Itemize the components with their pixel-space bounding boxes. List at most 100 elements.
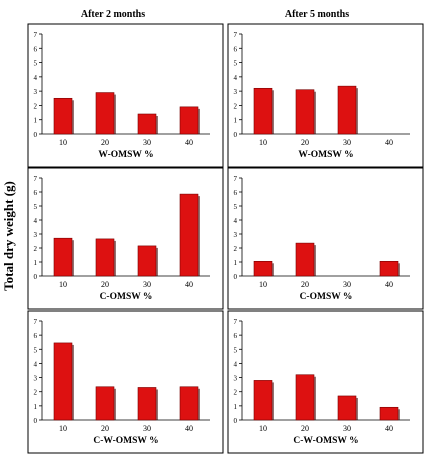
bar: [253, 87, 273, 135]
bar: [53, 237, 73, 277]
y-tick-label: 6: [234, 45, 238, 53]
y-tick-label: 5: [34, 203, 38, 211]
y-tick-label: 2: [234, 245, 238, 253]
y-tick-label: 2: [234, 389, 238, 397]
column-title-left: After 2 months: [81, 9, 145, 20]
x-axis-title: W-OMSW %: [298, 150, 353, 160]
y-tick-label: 5: [34, 60, 38, 68]
y-tick-label: 1: [34, 117, 38, 125]
x-tick-label: 20: [101, 138, 109, 147]
x-tick-label: 30: [143, 138, 151, 147]
x-tick-label: 30: [143, 424, 151, 433]
bar: [137, 113, 157, 135]
y-tick-label: 3: [34, 88, 38, 96]
y-tick-label: 6: [34, 45, 38, 53]
y-tick-label: 5: [234, 60, 238, 68]
bar: [95, 238, 115, 277]
x-tick-label: 20: [301, 280, 309, 289]
y-tick-label: 0: [234, 273, 238, 281]
bar: [95, 386, 115, 421]
y-tick-label: 1: [34, 403, 38, 411]
x-tick-label: 10: [259, 280, 267, 289]
y-tick-label: 4: [234, 217, 238, 225]
bar: [137, 245, 157, 277]
y-tick-label: 5: [234, 346, 238, 354]
x-tick-label: 30: [343, 280, 351, 289]
bar: [337, 85, 357, 135]
x-axis-title: C-W-OMSW %: [293, 436, 358, 446]
y-tick-label: 7: [234, 318, 238, 326]
y-tick-label: 3: [234, 231, 238, 239]
bar-chart-panel: 0 1 2 3 4 5 6 7 10 20 30 40 C-W-OMSW %: [227, 310, 424, 454]
y-tick-label: 7: [34, 318, 38, 326]
bar-chart-panel: 0 1 2 3 4 5 6 7 10 20 30 40 C-W-OMSW %: [27, 310, 224, 454]
bar-chart-panel: 0 1 2 3 4 5 6 7 10 20 30 40 C-OMSW %: [27, 167, 224, 310]
x-tick-label: 40: [385, 138, 393, 147]
panel-frame: [27, 167, 224, 310]
x-tick-label: 40: [185, 138, 193, 147]
bar: [95, 92, 115, 135]
x-tick-label: 30: [143, 280, 151, 289]
y-tick-label: 3: [34, 375, 38, 383]
bar: [295, 374, 315, 421]
y-tick-label: 2: [34, 245, 38, 253]
bar: [53, 342, 73, 421]
x-tick-label: 30: [343, 138, 351, 147]
panel-frame: [27, 23, 224, 168]
x-tick-label: 20: [101, 280, 109, 289]
y-tick-label: 2: [34, 389, 38, 397]
x-tick-label: 20: [301, 138, 309, 147]
x-axis-title: W-OMSW %: [98, 150, 153, 160]
bar: [179, 386, 199, 421]
x-tick-label: 40: [185, 424, 193, 433]
bar: [253, 260, 273, 277]
bar: [137, 387, 157, 421]
x-tick-label: 10: [59, 280, 67, 289]
x-tick-label: 40: [385, 424, 393, 433]
y-tick-label: 4: [234, 74, 238, 82]
y-tick-label: 6: [234, 189, 238, 197]
x-tick-label: 10: [259, 424, 267, 433]
y-tick-label: 7: [34, 175, 38, 183]
y-tick-label: 0: [34, 131, 38, 139]
bar: [295, 89, 315, 135]
y-tick-label: 2: [34, 102, 38, 110]
bar: [53, 97, 73, 135]
bar-chart-panel: 0 1 2 3 4 5 6 7 10 20 30 40 W-OMSW %: [27, 23, 224, 168]
y-tick-label: 0: [234, 417, 238, 425]
bar: [179, 193, 199, 277]
panel-frame: [227, 167, 424, 310]
bar: [179, 106, 199, 135]
y-tick-label: 6: [34, 332, 38, 340]
y-tick-label: 7: [34, 31, 38, 39]
x-tick-label: 10: [59, 424, 67, 433]
x-axis-title: C-OMSW %: [300, 292, 353, 302]
y-tick-label: 3: [34, 231, 38, 239]
bar: [337, 395, 357, 421]
panel-frame: [227, 23, 424, 168]
y-tick-label: 4: [234, 360, 238, 368]
y-tick-label: 1: [34, 259, 38, 267]
x-axis-title: C-W-OMSW %: [93, 436, 158, 446]
y-tick-label: 7: [234, 31, 238, 39]
bar: [295, 242, 315, 277]
y-tick-label: 1: [234, 259, 238, 267]
bar: [253, 380, 273, 421]
y-tick-label: 3: [234, 88, 238, 96]
y-tick-label: 6: [34, 189, 38, 197]
y-tick-label: 5: [34, 346, 38, 354]
y-tick-label: 0: [234, 131, 238, 139]
x-tick-label: 40: [385, 280, 393, 289]
y-tick-label: 6: [234, 332, 238, 340]
y-tick-label: 4: [34, 217, 38, 225]
bar-chart-panel: 0 1 2 3 4 5 6 7 10 20 30 40 C-OMSW %: [227, 167, 424, 310]
bar: [379, 260, 399, 277]
y-tick-label: 2: [234, 102, 238, 110]
y-tick-label: 0: [34, 417, 38, 425]
y-axis-label: Total dry weight (g): [1, 181, 16, 291]
y-tick-label: 7: [234, 175, 238, 183]
y-tick-label: 4: [34, 74, 38, 82]
y-tick-label: 0: [34, 273, 38, 281]
